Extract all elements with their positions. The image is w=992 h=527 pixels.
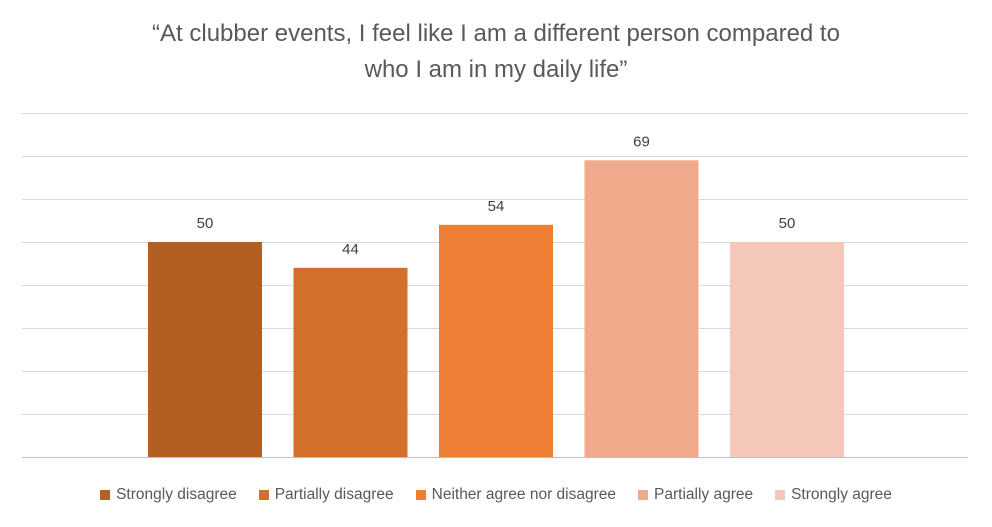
legend: Strongly disagree Partially disagree Neith… xyxy=(0,486,992,504)
bar-partially-agree xyxy=(584,160,699,458)
chart-title: “At clubber events, I feel like I am a d… xyxy=(0,16,992,88)
legend-item: Neither agree nor disagree xyxy=(415,486,617,504)
data-label: 50 xyxy=(197,215,214,232)
legend-swatch xyxy=(415,490,426,500)
legend-item: Partially disagree xyxy=(258,486,394,504)
legend-label: Partially agree xyxy=(654,486,754,503)
legend-label: Strongly agree xyxy=(791,486,892,503)
bar-strongly-disagree xyxy=(148,242,262,457)
chart-title-line-2: who I am in my daily life” xyxy=(364,56,628,83)
bars xyxy=(148,160,844,458)
data-label: 54 xyxy=(488,198,505,215)
legend-swatch xyxy=(100,490,111,500)
legend-item: Strongly agree xyxy=(775,486,892,504)
chart-title-line-1: “At clubber events, I feel like I am a d… xyxy=(152,20,840,47)
legend-item: Partially agree xyxy=(638,486,753,504)
data-label: 44 xyxy=(342,241,359,258)
legend-item: Strongly disagree xyxy=(100,486,237,504)
data-labels: 50 44 54 69 50 xyxy=(197,133,796,257)
legend-swatch xyxy=(638,490,649,500)
legend-swatch xyxy=(258,490,269,500)
legend-label: Partially disagree xyxy=(274,486,394,503)
legend-swatch xyxy=(775,490,786,500)
legend-label: Strongly disagree xyxy=(116,486,237,503)
data-label: 50 xyxy=(779,215,796,232)
data-label: 69 xyxy=(633,133,650,150)
bar-neither-agree-nor-disagree xyxy=(439,224,553,457)
bar-partially-disagree xyxy=(293,267,408,457)
bar-strongly-agree xyxy=(730,242,844,457)
legend-label: Neither agree nor disagree xyxy=(431,486,617,503)
